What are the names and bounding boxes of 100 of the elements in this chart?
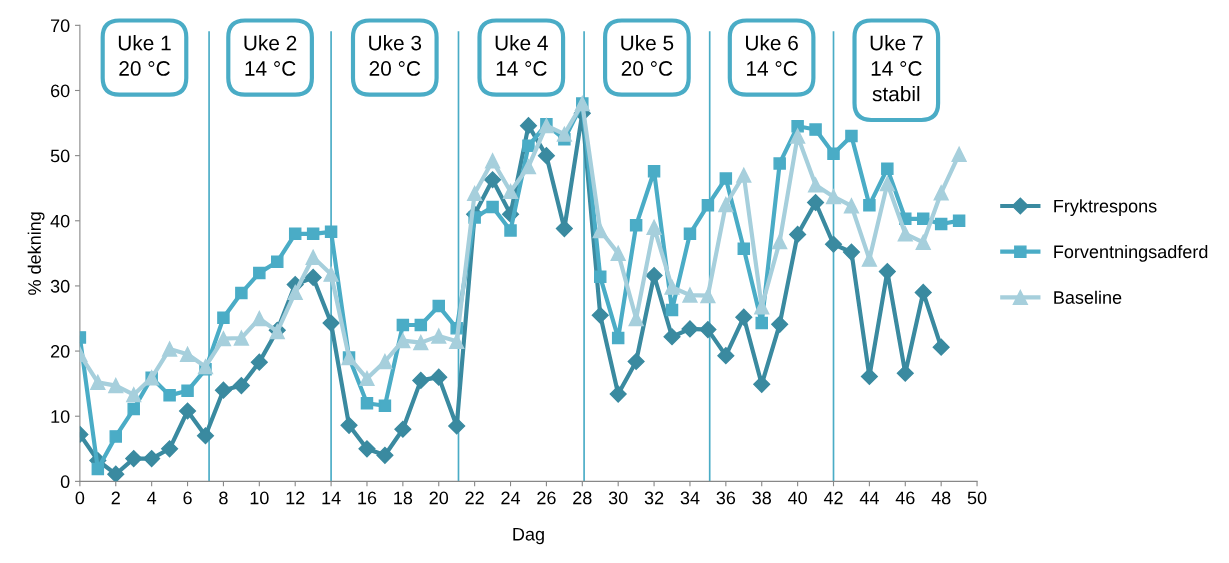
point bbox=[556, 126, 572, 142]
annotation: Uke 7 14 °C stabil bbox=[870, 35, 923, 102]
y-tick-label: 70 bbox=[51, 19, 70, 33]
x-tick-label: 16 bbox=[358, 491, 377, 505]
point bbox=[683, 227, 697, 241]
point bbox=[647, 165, 661, 178]
point bbox=[665, 303, 679, 317]
point bbox=[736, 167, 752, 183]
x-tick-label: 46 bbox=[895, 491, 915, 505]
point bbox=[125, 450, 143, 468]
point bbox=[753, 375, 771, 393]
point bbox=[324, 225, 338, 239]
point bbox=[108, 377, 124, 394]
x-tick-label: 0 bbox=[75, 491, 85, 505]
legend-label: Forventningsadferd bbox=[1054, 244, 1208, 262]
point bbox=[161, 341, 178, 357]
point bbox=[109, 430, 123, 443]
y-tick-label: 60 bbox=[51, 84, 70, 98]
annotation: Uke 4 14 °C bbox=[495, 35, 548, 76]
point bbox=[91, 462, 105, 476]
point bbox=[359, 370, 375, 387]
point bbox=[271, 255, 284, 269]
point bbox=[394, 420, 412, 438]
point bbox=[610, 245, 626, 261]
point bbox=[863, 198, 876, 212]
annotation: Uke 1 20 °C bbox=[118, 35, 171, 76]
point bbox=[430, 368, 448, 386]
point bbox=[288, 227, 302, 241]
point bbox=[449, 333, 465, 349]
point bbox=[718, 196, 734, 213]
point bbox=[700, 288, 716, 304]
point bbox=[737, 242, 751, 256]
x-tick-label: 18 bbox=[394, 491, 413, 505]
y-axis-title: % dekning bbox=[27, 212, 45, 295]
point bbox=[306, 227, 320, 241]
x-tick-label: 38 bbox=[752, 491, 771, 505]
point bbox=[378, 399, 392, 413]
x-axis-title: Dag bbox=[513, 528, 544, 545]
point bbox=[701, 198, 715, 212]
point bbox=[143, 450, 161, 468]
point bbox=[395, 333, 411, 349]
annotation: Uke 3 20 °C bbox=[369, 35, 422, 76]
point bbox=[250, 353, 268, 371]
x-tick-label: 10 bbox=[250, 491, 269, 505]
point bbox=[304, 268, 322, 287]
x-tick-label: 50 bbox=[967, 491, 987, 505]
point bbox=[681, 320, 699, 338]
y-tick-label: 40 bbox=[50, 214, 70, 228]
point bbox=[181, 384, 194, 398]
point bbox=[323, 266, 339, 282]
point bbox=[287, 284, 303, 301]
point bbox=[807, 193, 825, 212]
point bbox=[824, 235, 843, 253]
point bbox=[719, 172, 733, 185]
point bbox=[432, 299, 446, 313]
x-tick-label: 24 bbox=[501, 491, 521, 505]
x-tick-label: 8 bbox=[219, 491, 228, 505]
x-tick-label: 6 bbox=[183, 491, 192, 505]
point bbox=[773, 157, 786, 170]
x-tick-label: 32 bbox=[644, 491, 664, 505]
point bbox=[253, 266, 266, 280]
point bbox=[484, 153, 501, 169]
point bbox=[90, 374, 106, 390]
point bbox=[197, 359, 214, 375]
y-tick-label: 50 bbox=[50, 149, 70, 163]
x-tick-label: 34 bbox=[680, 491, 700, 505]
point bbox=[520, 159, 537, 175]
y-tick-label: 10 bbox=[51, 410, 70, 423]
point bbox=[107, 465, 125, 482]
point bbox=[467, 185, 483, 202]
point bbox=[251, 310, 267, 327]
x-tick-label: 2 bbox=[111, 491, 120, 505]
x-tick-label: 30 bbox=[608, 491, 628, 505]
point bbox=[448, 417, 466, 435]
x-tick-label: 28 bbox=[573, 491, 592, 505]
point bbox=[717, 347, 735, 365]
point bbox=[791, 120, 804, 133]
point bbox=[127, 402, 140, 416]
point bbox=[842, 243, 861, 261]
point bbox=[396, 318, 410, 332]
point bbox=[611, 331, 625, 345]
point bbox=[879, 176, 895, 192]
point bbox=[161, 440, 179, 458]
point bbox=[358, 440, 376, 458]
point bbox=[431, 328, 447, 344]
point bbox=[537, 147, 555, 165]
point bbox=[592, 222, 608, 239]
point bbox=[593, 270, 607, 284]
annotation: Uke 6 14 °C bbox=[746, 35, 798, 76]
point bbox=[825, 189, 842, 205]
point bbox=[789, 128, 806, 144]
point bbox=[735, 308, 753, 326]
point bbox=[772, 233, 788, 250]
point bbox=[178, 402, 197, 420]
y-tick-label: 30 bbox=[50, 279, 70, 293]
point bbox=[519, 117, 538, 135]
point bbox=[322, 314, 340, 332]
point bbox=[555, 220, 573, 238]
point bbox=[843, 198, 860, 214]
annotation: Uke 5 20 °C bbox=[621, 35, 674, 76]
